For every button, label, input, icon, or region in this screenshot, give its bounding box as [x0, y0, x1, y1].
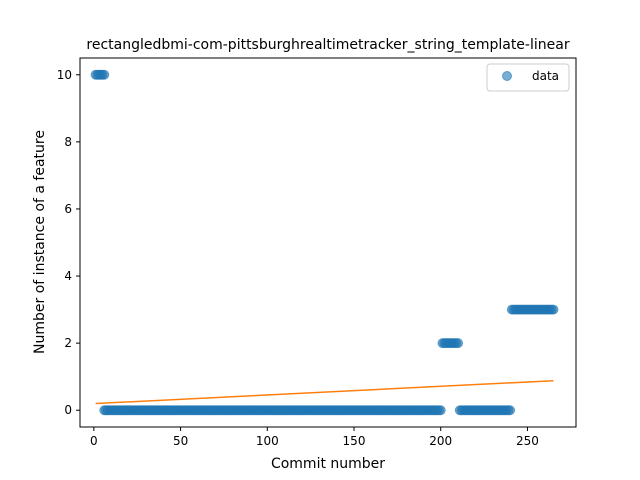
data-point [453, 338, 464, 349]
y-tick-label: 0 [64, 403, 72, 417]
y-tick-label: 2 [64, 336, 72, 350]
data-point [99, 69, 110, 80]
x-tick-label: 200 [429, 434, 452, 448]
plot-frame [79, 57, 577, 428]
y-axis-ticks: 0 2 4 6 8 10 [57, 68, 80, 417]
legend-label-data: data [532, 69, 559, 83]
y-tick-label: 4 [64, 269, 72, 283]
y-axis-label: Number of instance of a feature [32, 130, 48, 354]
legend-marker-data [502, 71, 512, 81]
data-point [435, 405, 446, 416]
x-tick-label: 100 [256, 434, 279, 448]
data-point [505, 405, 516, 416]
fit-line [95, 379, 554, 405]
x-axis-label: Commit number [271, 456, 385, 472]
y-tick-label: 6 [64, 202, 72, 216]
plot-layer [90, 69, 559, 416]
x-tick-label: 250 [516, 434, 539, 448]
data-point [548, 304, 559, 315]
x-tick-label: 50 [173, 434, 188, 448]
y-tick-label: 10 [57, 68, 72, 82]
x-tick-label: 150 [343, 434, 366, 448]
legend: data [486, 63, 570, 92]
x-tick-label: 0 [90, 434, 98, 448]
y-tick-label: 8 [64, 135, 72, 149]
legend-box [486, 63, 570, 92]
chart-title: rectangledbmi-com-pittsburghrealtimetrac… [86, 37, 569, 53]
x-axis-ticks: 0 50 100 150 200 250 [90, 427, 539, 448]
